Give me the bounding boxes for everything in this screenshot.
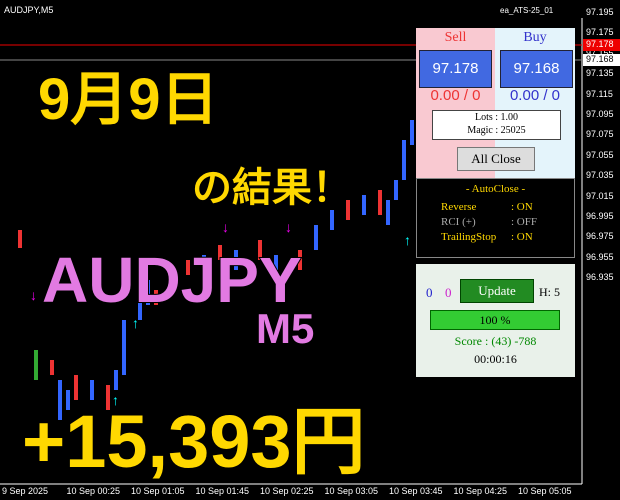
time-label: 10 Sep 03:05 [324,486,379,496]
lots: Lots : 1.00 [474,112,519,123]
price-label: 96.935 [586,272,614,283]
price-label: 97.035 [586,170,614,181]
time-label: 10 Sep 01:45 [195,486,250,496]
sell-pl: 0.00 / 0 [430,87,481,104]
score: Score : (43) -788 [454,334,537,348]
sell-label: Sell [444,30,467,45]
all-close-button[interactable]: All Close [457,147,535,171]
price-label: 97.115 [586,88,613,99]
price-label: 96.995 [586,211,614,221]
time-label: 10 Sep 03:45 [389,486,443,496]
price-label: 97.195 [586,7,614,17]
ask-marker: 97.178 [583,39,620,51]
overlay-pair: AUDJPY [41,243,303,317]
time-label: 9 Sep 2025 [2,486,49,496]
overlay-timeframe: M5 [255,304,315,353]
h-value: H: 5 [539,285,560,299]
price-label: 97.155 [586,47,614,58]
time-label: 10 Sep 01:05 [131,486,185,496]
overlay-profit: +15,393円 [21,399,367,484]
overlay-result: の結果！ [191,165,353,211]
svg-text:↓: ↓ [222,219,229,235]
status-panel: 0 0 Update H: 5 100 % Score : (43) -788 … [416,264,575,377]
setting-name: Reverse [441,201,477,213]
time-label: 10 Sep 04:25 [453,486,508,496]
price-label: 97.135 [586,68,614,79]
autoclose-title: - AutoClose - [465,183,526,195]
price-label: 97.095 [586,109,614,119]
price-label: 97.075 [586,129,614,140]
buy-label: Buy [523,30,547,45]
chart-symbol: AUDJPY,M5 [4,5,54,15]
candles [18,120,414,420]
count-b: 0 [445,285,452,300]
svg-text:↓: ↓ [30,287,37,303]
progress-bar: 100 % [430,310,560,330]
buy-button[interactable]: 97.168 [500,50,573,88]
setting-value: : OFF [511,216,537,228]
expert-name: ea_ATS-25_01 [500,6,554,15]
signal-arrows: ↓ ↓ ↓ ↑ ↑ ↑ [30,219,411,408]
setting-value: : ON [511,201,533,213]
svg-text:↑: ↑ [404,232,411,248]
price-label: 96.955 [586,251,614,262]
magic: Magic : 25025 [467,125,526,136]
info-box: Lots : 1.00 Magic : 25025 [432,110,561,140]
timer: 00:00:16 [474,352,517,366]
price-label: 97.015 [586,190,614,201]
price-label: 97.055 [586,149,614,160]
price-label: 96.975 [586,231,614,242]
setting-name: RCI (+) [441,216,476,228]
svg-text:↑: ↑ [112,392,119,408]
time-label: 10 Sep 02:25 [260,486,314,496]
count-a: 0 [426,285,433,300]
overlay-date: 9月9日 [37,66,220,133]
svg-text:↓: ↓ [285,219,292,235]
autoclose-panel: - AutoClose - Reverse : ON RCI (+) : OFF Tra… [416,178,575,258]
price-label: 97.175 [586,27,614,38]
update-button[interactable]: Update [460,279,534,303]
time-label: 10 Sep 05:05 [518,486,572,496]
buy-pl: 0.00 / 0 [509,87,561,104]
time-label: 10 Sep 00:25 [66,486,121,496]
setting-value: : ON [511,231,533,243]
sell-button[interactable]: 97.178 [419,50,492,88]
bid-marker: 97.168 [583,54,620,66]
svg-text:↑: ↑ [132,315,139,331]
setting-name: TrailingStop [441,231,497,243]
